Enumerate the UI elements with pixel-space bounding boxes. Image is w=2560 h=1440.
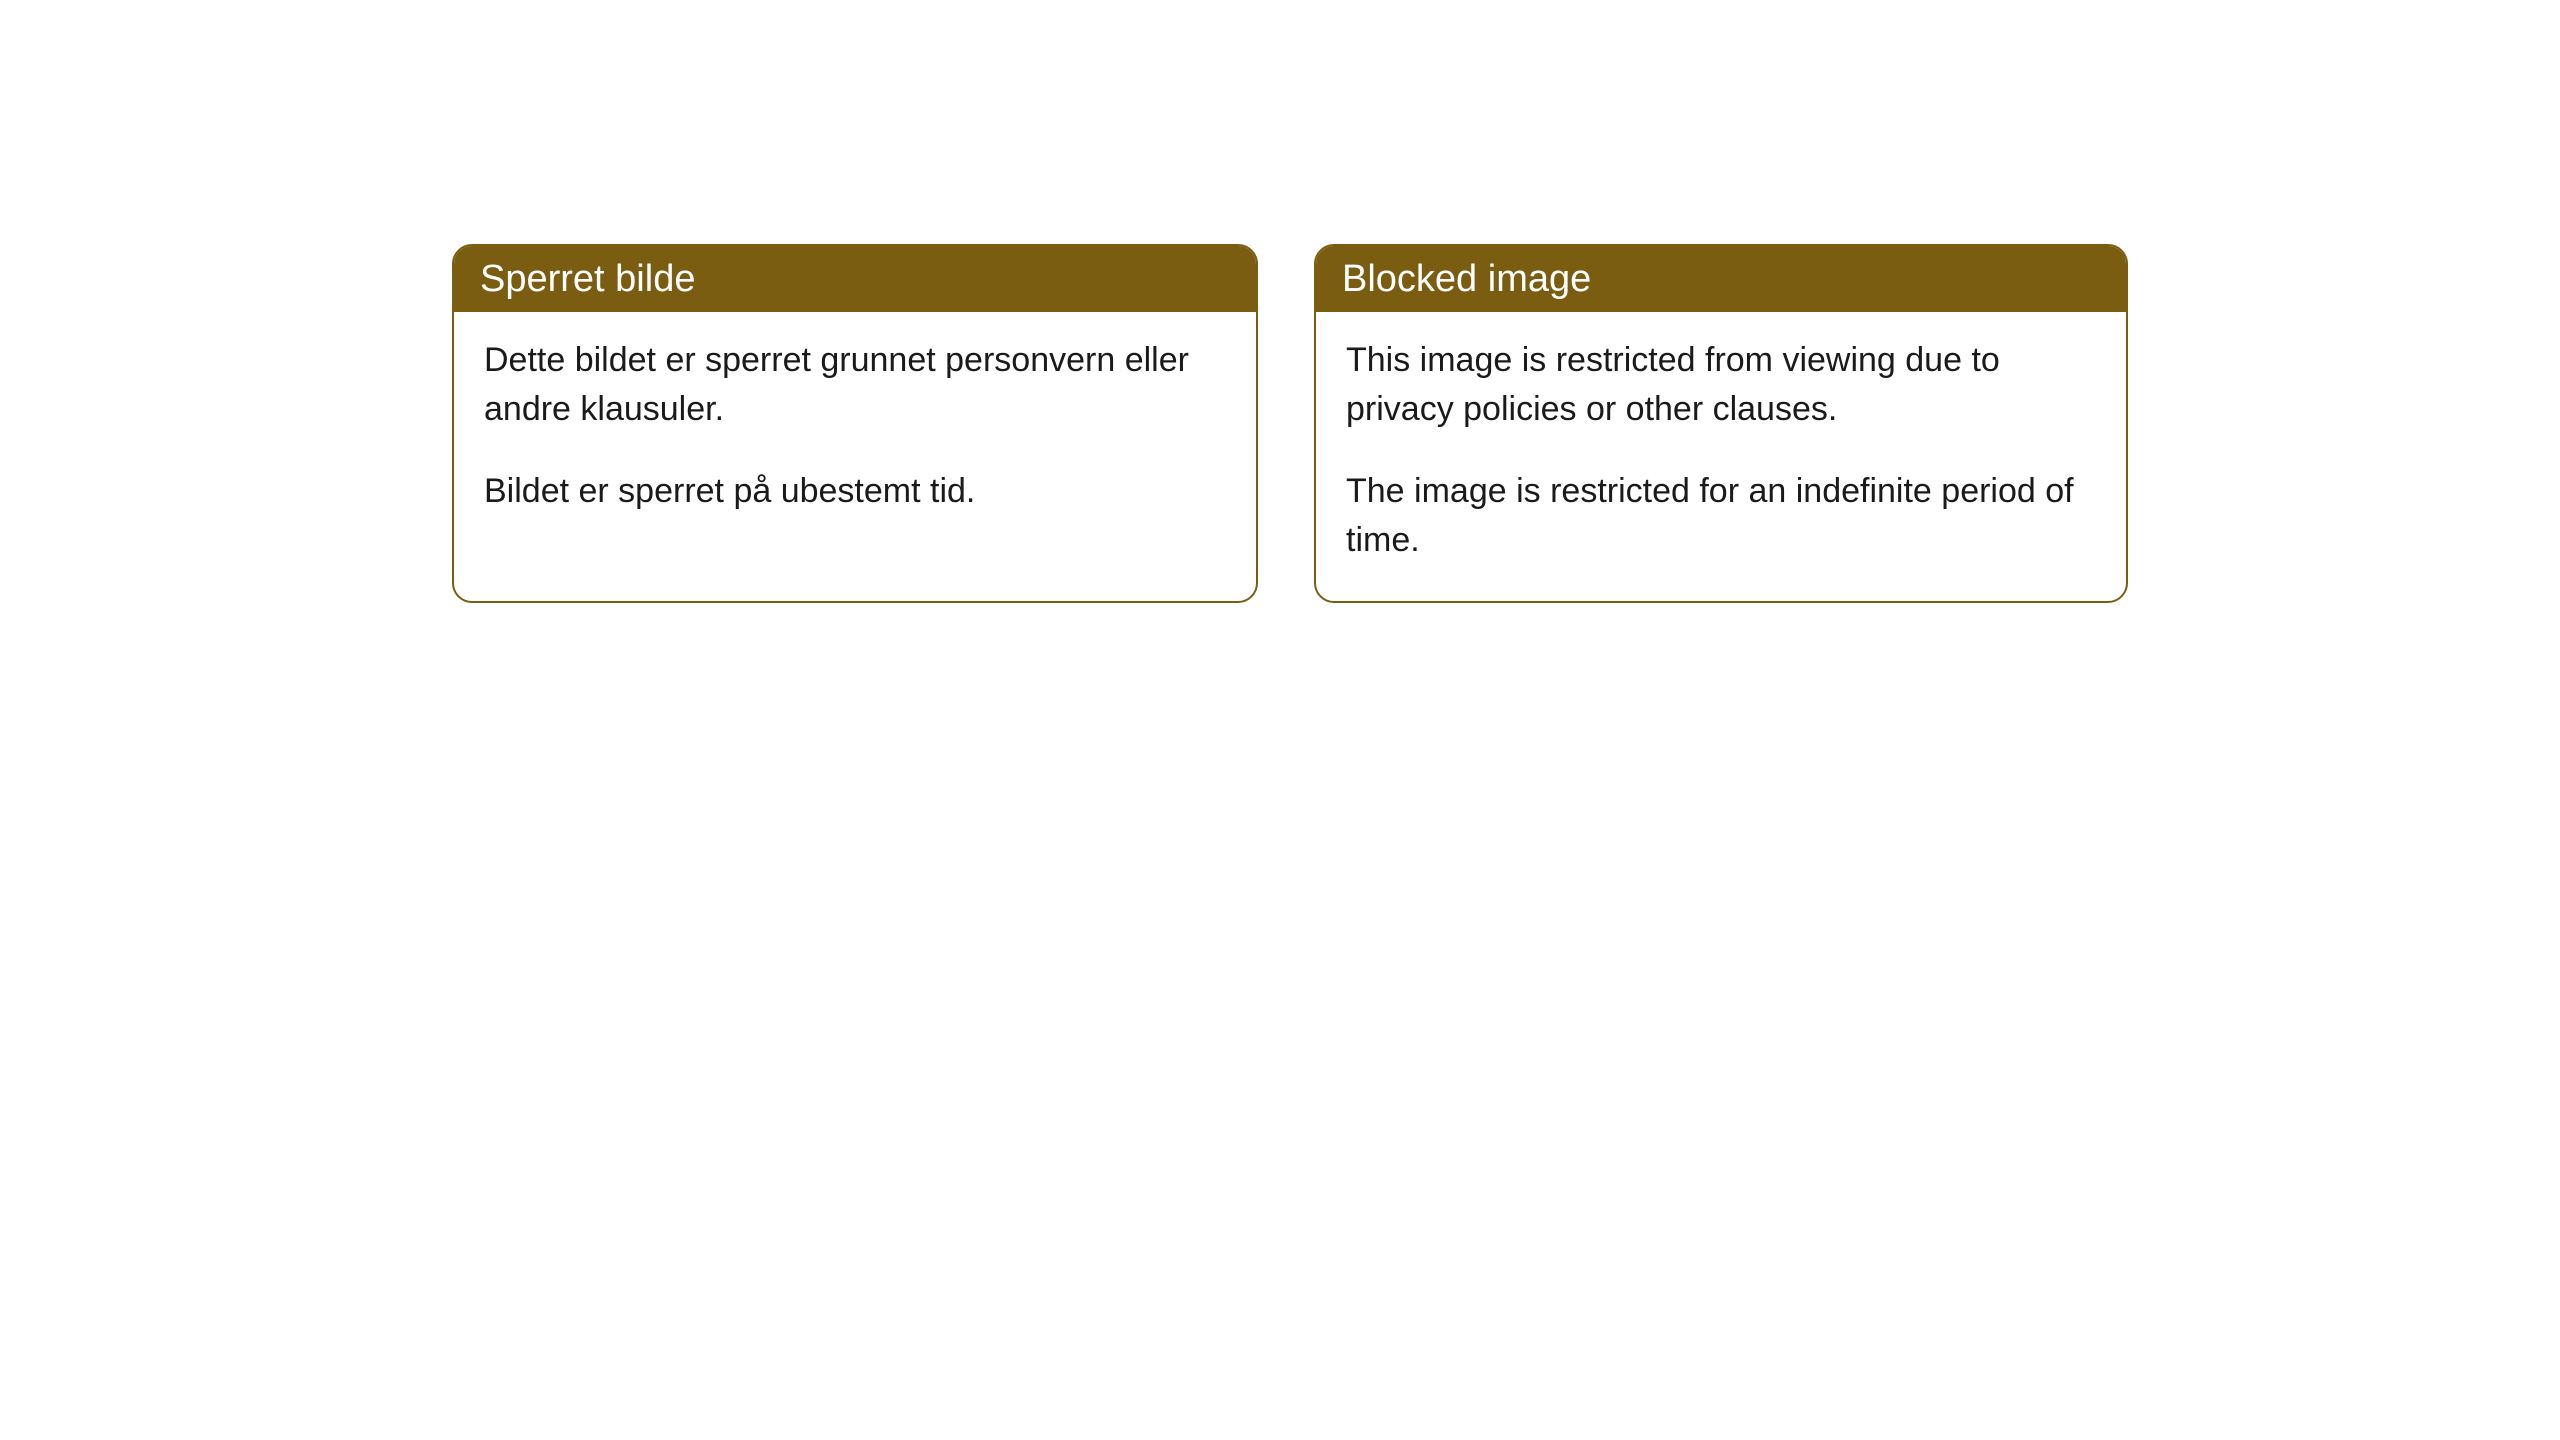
card-body-no: Dette bildet er sperret grunnet personve… [454,312,1256,552]
card-header-no: Sperret bilde [454,246,1256,312]
card-paragraph-no-2: Bildet er sperret på ubestemt tid. [484,467,1226,516]
blocked-image-card-norwegian: Sperret bilde Dette bildet er sperret gr… [452,244,1258,603]
cards-container: Sperret bilde Dette bildet er sperret gr… [0,0,2560,603]
card-paragraph-en-2: The image is restricted for an indefinit… [1346,467,2096,566]
blocked-image-card-english: Blocked image This image is restricted f… [1314,244,2128,603]
card-title-en: Blocked image [1342,258,1591,300]
card-paragraph-en-1: This image is restricted from viewing du… [1346,336,2096,435]
card-body-en: This image is restricted from viewing du… [1316,312,2126,601]
card-title-no: Sperret bilde [480,258,695,300]
card-header-en: Blocked image [1316,246,2126,312]
card-paragraph-no-1: Dette bildet er sperret grunnet personve… [484,336,1226,435]
